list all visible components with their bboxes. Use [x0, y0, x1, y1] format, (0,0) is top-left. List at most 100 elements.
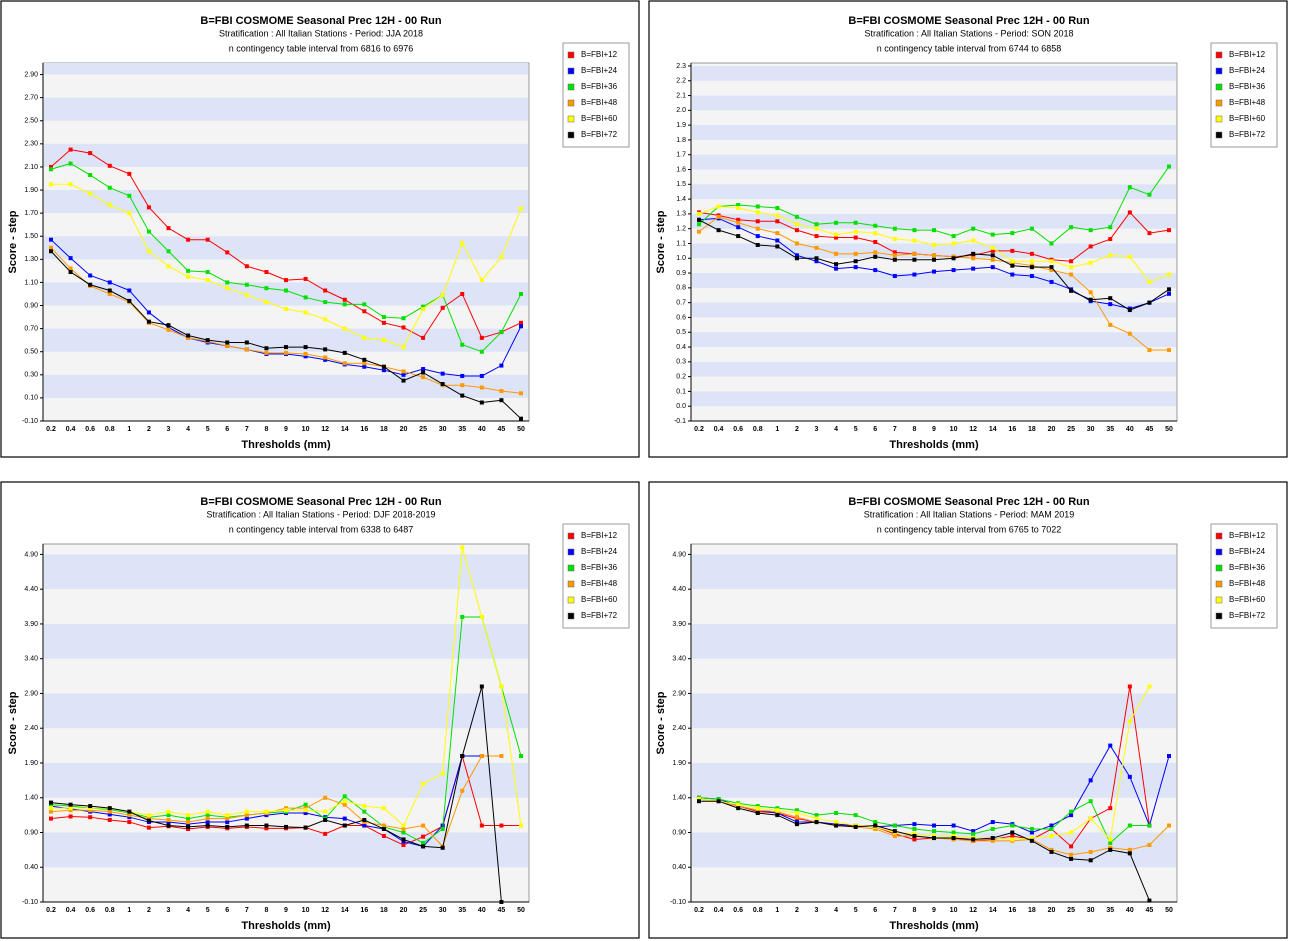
data-point — [68, 161, 73, 166]
data-point — [1029, 836, 1034, 841]
legend-label: B=FBI+12 — [1229, 50, 1266, 59]
data-point — [1147, 823, 1152, 828]
data-point — [479, 684, 484, 689]
data-point — [971, 226, 976, 231]
data-point — [775, 205, 780, 210]
legend-swatch — [567, 548, 575, 556]
data-point — [1127, 210, 1132, 215]
y-axis-label: Score - step — [7, 691, 19, 754]
data-point — [225, 813, 230, 818]
data-point — [49, 809, 53, 814]
data-point — [1069, 225, 1074, 230]
data-point — [1108, 806, 1113, 811]
data-point — [519, 206, 523, 211]
grid-band — [692, 95, 1176, 111]
y-tick-label: 0.90 — [672, 829, 686, 836]
legend-label: B=FBI+60 — [581, 595, 618, 604]
data-point — [736, 205, 741, 210]
grid-band — [44, 328, 528, 352]
data-point — [362, 302, 367, 307]
data-point — [186, 822, 191, 827]
x-tick-label: 1 — [127, 426, 131, 433]
data-point — [342, 794, 347, 799]
y-tick-label: 2.50 — [24, 118, 38, 125]
grid-band — [692, 623, 1176, 659]
legend-swatch — [1215, 51, 1223, 59]
legend-label: B=FBI+72 — [1229, 130, 1266, 139]
x-tick-label: 0.2 — [694, 907, 704, 914]
y-tick-label: 1.2 — [676, 226, 686, 233]
grid-band — [44, 282, 528, 306]
legend-label: B=FBI+60 — [1229, 114, 1266, 123]
chart-subtitle: Stratification : All Italian Stations - … — [206, 509, 435, 519]
grid-band — [44, 554, 528, 590]
legend-label: B=FBI+24 — [581, 66, 618, 75]
data-point — [460, 373, 465, 378]
x-tick-label: 1 — [775, 426, 779, 433]
y-tick-label: 1.1 — [676, 240, 686, 247]
legend-swatch — [1215, 612, 1223, 620]
x-tick-label: 30 — [439, 907, 447, 914]
y-tick-label: 1.5 — [676, 181, 686, 188]
x-tick-label: 10 — [950, 907, 958, 914]
data-point — [1127, 185, 1132, 190]
x-tick-label: 45 — [498, 907, 506, 914]
data-point — [225, 820, 230, 825]
data-point — [440, 371, 445, 376]
y-tick-label: 2.0 — [676, 107, 686, 114]
x-tick-label: 5 — [206, 907, 210, 914]
data-point — [421, 370, 426, 375]
legend-swatch — [1215, 580, 1223, 588]
data-point — [794, 820, 799, 825]
legend-box — [1210, 523, 1278, 629]
data-point — [1167, 291, 1171, 296]
data-point — [990, 836, 995, 841]
data-point — [225, 343, 230, 348]
data-point — [225, 824, 230, 829]
data-point — [834, 235, 839, 240]
grid-band — [44, 190, 528, 214]
data-point — [775, 238, 780, 243]
data-point — [1127, 254, 1132, 259]
x-tick-label: 6 — [225, 907, 229, 914]
data-point — [264, 300, 269, 305]
data-point — [49, 245, 53, 250]
x-tick-label: 30 — [1087, 907, 1095, 914]
y-tick-label: 1.8 — [676, 137, 686, 144]
x-tick-label: 14 — [341, 907, 349, 914]
data-point — [244, 809, 249, 814]
data-point — [127, 193, 132, 198]
y-tick-label: 1.40 — [24, 795, 38, 802]
data-point — [1088, 228, 1093, 233]
data-point — [421, 840, 426, 845]
y-tick-label: 2.30 — [24, 141, 38, 148]
x-tick-label: 25 — [1067, 426, 1075, 433]
data-point — [421, 306, 426, 311]
data-point — [323, 817, 328, 822]
x-tick-label: 9 — [284, 426, 288, 433]
data-point — [755, 210, 760, 215]
y-axis-label: Score - step — [7, 210, 19, 273]
y-tick-label: 3.90 — [24, 621, 38, 628]
data-point — [401, 372, 406, 377]
data-point — [1049, 823, 1054, 828]
data-point — [186, 335, 191, 340]
data-point — [381, 315, 386, 320]
data-point — [873, 231, 878, 236]
legend-swatch — [567, 580, 575, 588]
chart-panel: B=FBI COSMOME Seasonal Prec 12H - 00 Run… — [0, 481, 640, 939]
data-point — [127, 298, 132, 303]
x-tick-label: 10 — [950, 426, 958, 433]
data-point — [421, 781, 426, 786]
y-tick-label: 0.9 — [676, 270, 686, 277]
y-tick-label: 1.30 — [24, 256, 38, 263]
data-point — [205, 823, 210, 828]
data-point — [912, 238, 917, 243]
data-point — [1029, 265, 1034, 270]
legend-swatch — [567, 564, 575, 572]
data-point — [1147, 192, 1152, 197]
y-tick-label: 0.8 — [676, 285, 686, 292]
data-point — [499, 684, 504, 689]
grid-band — [44, 236, 528, 260]
data-point — [460, 383, 465, 388]
